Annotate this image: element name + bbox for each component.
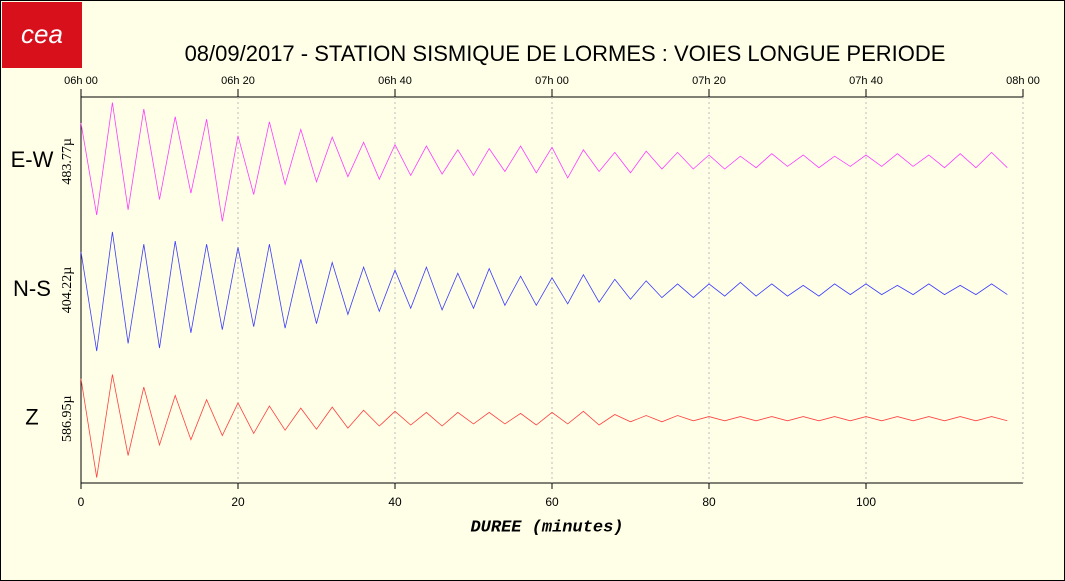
scale-label: 483.77µ bbox=[60, 138, 75, 185]
top-tick-label: 07h 00 bbox=[535, 75, 569, 87]
logo-box bbox=[2, 2, 82, 68]
top-tick-label: 08h 00 bbox=[1006, 75, 1040, 87]
trace bbox=[80, 231, 1008, 352]
top-tick-label: 06h 40 bbox=[378, 75, 412, 87]
trace bbox=[80, 374, 1008, 478]
chart-title: 08/09/2017 - STATION SISMIQUE DE LORMES … bbox=[185, 41, 946, 66]
x-tick-label: 40 bbox=[388, 495, 402, 509]
x-tick-label: 0 bbox=[78, 495, 85, 509]
logo: cea bbox=[21, 19, 63, 49]
x-tick-label: 20 bbox=[231, 495, 245, 509]
top-tick-label: 06h 00 bbox=[64, 75, 98, 87]
channel-label: E-W bbox=[11, 147, 54, 172]
top-tick-label: 07h 20 bbox=[692, 75, 726, 87]
x-tick-label: 60 bbox=[545, 495, 559, 509]
trace bbox=[80, 102, 1008, 222]
x-axis-label: DUREE (minutes) bbox=[470, 518, 623, 537]
x-tick-label: 100 bbox=[856, 495, 876, 509]
channel-label: N-S bbox=[13, 276, 51, 301]
x-tick-label: 80 bbox=[702, 495, 716, 509]
scale-label: 404.22µ bbox=[60, 267, 75, 314]
channel-label: Z bbox=[25, 404, 38, 429]
top-tick-label: 07h 40 bbox=[849, 75, 883, 87]
top-tick-label: 06h 20 bbox=[221, 75, 255, 87]
scale-label: 586.95µ bbox=[60, 395, 75, 442]
